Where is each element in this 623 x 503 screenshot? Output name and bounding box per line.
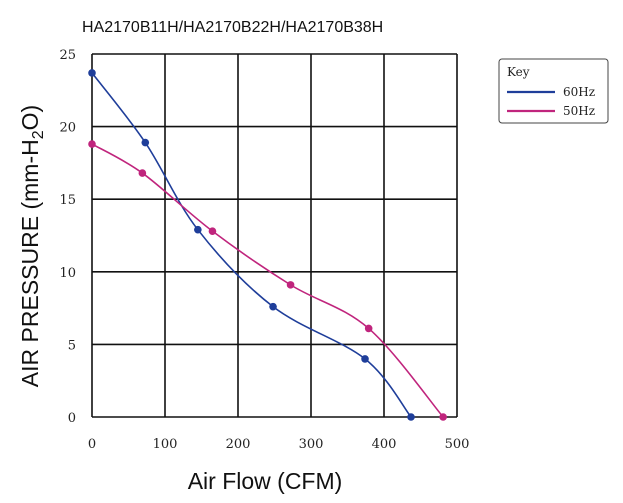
data-point-60hz — [407, 413, 415, 421]
series-line-50hz — [91, 143, 444, 418]
data-point-60hz — [141, 138, 150, 147]
y-axis-title-main: AIR PRESSURE (mm-H — [17, 139, 43, 387]
x-tick-label: 500 — [445, 437, 470, 452]
data-point-60hz — [269, 302, 277, 311]
y-tick-label: 20 — [59, 121, 76, 136]
y-tick-label: 0 — [68, 411, 76, 426]
y-tick-label: 10 — [59, 266, 76, 281]
legend-title: Key — [507, 65, 530, 79]
y-axis-title-subscript: 2 — [30, 130, 47, 139]
x-tick-label: 300 — [299, 437, 324, 452]
data-point-50hz — [364, 324, 373, 333]
x-tick-labels: 0 100 200 300 400 500 — [88, 437, 470, 452]
data-point-50hz — [286, 281, 295, 289]
legend-label-50hz: 50Hz — [563, 104, 595, 118]
data-point-50hz — [439, 413, 447, 421]
x-tick-label: 0 — [88, 437, 96, 452]
x-tick-label: 100 — [153, 437, 178, 452]
y-axis-title-end: O) — [17, 105, 43, 131]
data-point-60hz — [194, 225, 202, 234]
legend: Key 60Hz 50Hz — [498, 58, 609, 124]
y-tick-label: 25 — [59, 48, 76, 63]
legend-label-60hz: 60Hz — [563, 85, 595, 99]
x-axis-title: Air Flow (CFM) — [188, 468, 343, 494]
series-line-60hz — [91, 72, 412, 418]
data-point-50hz — [138, 169, 147, 177]
y-tick-label: 5 — [68, 338, 76, 353]
data-point-50hz — [208, 227, 217, 235]
x-tick-label: 400 — [372, 437, 397, 452]
y-axis-title: AIR PRESSURE (mm-H2O) — [17, 105, 47, 387]
chart-title: HA2170B11H/HA2170B22H/HA2170B38H — [82, 19, 383, 36]
y-tick-labels: 0 5 10 15 20 25 — [59, 48, 76, 426]
data-point-50hz — [88, 140, 96, 148]
data-point-60hz — [361, 355, 369, 363]
grid — [91, 53, 458, 418]
series-layer — [88, 69, 447, 421]
x-tick-label: 200 — [226, 437, 251, 452]
data-point-60hz — [88, 69, 96, 77]
y-tick-label: 15 — [59, 193, 76, 208]
